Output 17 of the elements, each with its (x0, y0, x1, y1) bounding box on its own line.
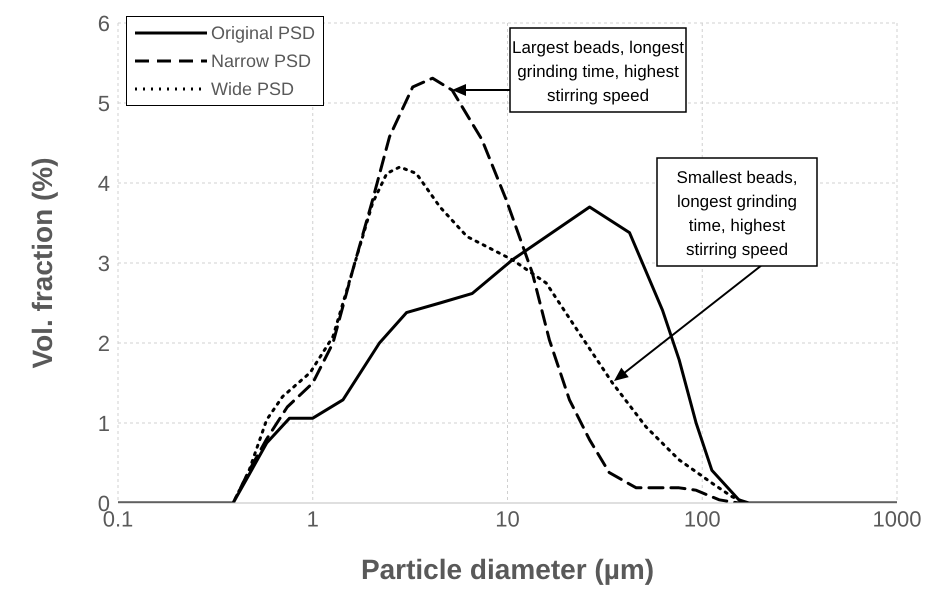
x-tick-label: 10 (495, 506, 520, 532)
y-tick-label: 1 (98, 410, 110, 436)
legend-label: Original PSD (211, 22, 316, 44)
x-tick-label: 1 (306, 506, 319, 532)
y-tick-label: 4 (98, 170, 110, 196)
y-axis-title: Vol. fraction (%) (26, 157, 58, 369)
legend-label: Narrow PSD (211, 50, 312, 72)
x-tick-label: 100 (684, 506, 721, 532)
x-axis-title: Particle diameter (µm) (360, 554, 654, 585)
y-tick-label: 3 (98, 250, 110, 276)
y-tick-label: 2 (98, 330, 110, 356)
y-tick-label: 5 (98, 90, 110, 116)
y-tick-label: 6 (98, 10, 110, 36)
legend-label: Wide PSD (211, 78, 294, 100)
annotation: Smallest beads, longest grinding time, highest stirring speed (676, 168, 798, 259)
annotation: Largest beads, longest grinding time, highest stirring speed (512, 38, 684, 105)
x-tick-label: 1000 (872, 506, 922, 532)
